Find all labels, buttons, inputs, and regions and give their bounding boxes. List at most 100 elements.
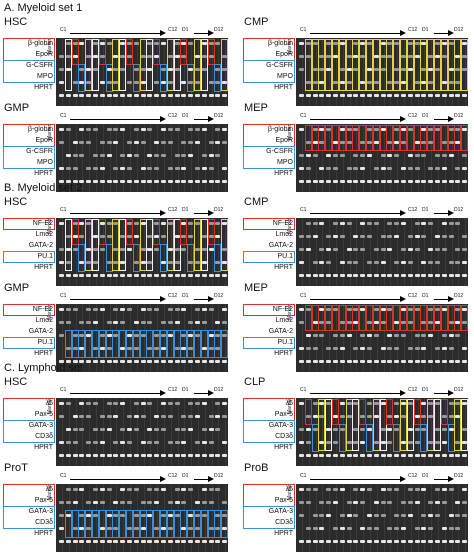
gel-band: [312, 94, 318, 97]
arrow-line: [194, 119, 212, 120]
gel-band: [195, 454, 200, 457]
gel-band: [346, 360, 352, 363]
gel-band: [72, 501, 78, 504]
gel-band: [441, 441, 447, 444]
gel-band: [99, 55, 105, 58]
gel-band: [407, 235, 413, 238]
gel-band: [86, 308, 92, 311]
gel-band: [201, 128, 207, 131]
gel-band: [448, 415, 454, 418]
gel-band: [414, 540, 420, 543]
gel-lane: [177, 38, 179, 106]
gel-band: [147, 154, 153, 157]
label-d1: D1: [422, 473, 429, 479]
gel-band: [435, 360, 440, 363]
gel-band: [93, 501, 98, 504]
band-highlight-box: [146, 510, 154, 538]
gel-lane: [68, 398, 70, 466]
gel-lane: [302, 38, 303, 106]
gel-band: [65, 154, 71, 157]
gel-lane: [444, 38, 446, 106]
gel-band: [462, 235, 468, 238]
gel-lane: [116, 398, 118, 466]
gel-band: [222, 248, 228, 251]
gel-band: [326, 308, 332, 311]
label-c12: C12: [408, 473, 418, 479]
band-highlight-box: [139, 510, 147, 538]
gene-label: HPRT: [274, 170, 293, 177]
gel-lane: [136, 218, 138, 286]
gel-band: [120, 454, 126, 457]
gel-band: [174, 261, 180, 264]
gel-lane: [390, 304, 392, 372]
gel-band: [394, 222, 400, 225]
gel-band: [394, 274, 400, 277]
gel-band: [79, 81, 85, 84]
gel-band: [79, 360, 85, 363]
gel-lane: [308, 38, 310, 106]
gel-band: [414, 415, 420, 418]
gel-band: [201, 501, 207, 504]
arrow-head-icon: [208, 116, 214, 122]
band-highlight-box: [92, 330, 99, 358]
gel-lane: [164, 304, 165, 372]
band-highlight-box: [119, 39, 127, 91]
gel-lane: [75, 124, 77, 192]
gel-band: [154, 488, 160, 491]
gel-band: [195, 274, 200, 277]
gel-band: [346, 308, 352, 311]
gel-band: [380, 261, 386, 264]
gel-band: [113, 94, 119, 97]
gel-band: [161, 415, 166, 418]
gel-band: [387, 360, 393, 363]
gel-band: [333, 441, 338, 444]
gel-band: [174, 248, 180, 251]
gel-band: [353, 454, 359, 457]
gel-band: [407, 347, 413, 350]
gel-band: [65, 488, 71, 491]
gel-band: [299, 68, 304, 71]
timeline-arrow: C1 C12 D1 D12: [300, 27, 466, 37]
band-highlight-box: [311, 424, 319, 452]
gel-panel: MEP C1 C12 D1 D12 Marker NF-E2 Lmo2 GATA-2 PU.1 HP…: [240, 282, 472, 374]
gel-band: [133, 360, 139, 363]
gel-band: [133, 540, 139, 543]
gel-band: [167, 248, 173, 251]
gel-band: [360, 428, 366, 431]
gel-band: [414, 94, 420, 97]
gel-band: [167, 501, 173, 504]
gel-lane: [62, 124, 63, 192]
label-c12: C12: [408, 27, 418, 33]
gel-band: [113, 141, 119, 144]
label-d12: D12: [214, 293, 224, 299]
gel-band: [188, 42, 194, 45]
gel-band: [86, 514, 92, 517]
gel-band: [462, 55, 468, 58]
gel-band: [305, 527, 311, 530]
gel-lane: [177, 304, 179, 372]
gel-band: [208, 540, 214, 543]
arrow-head-icon: [448, 296, 454, 302]
gel-band: [120, 128, 126, 131]
gel-band: [319, 128, 325, 131]
gel-lane: [336, 304, 337, 372]
gel-lane: [302, 218, 303, 286]
band-highlight-box: [304, 39, 312, 91]
label-c12: C12: [408, 207, 418, 213]
gel-band: [333, 454, 338, 457]
gel-band: [401, 180, 406, 183]
gel-band: [448, 321, 454, 324]
gel-band: [208, 248, 214, 251]
gel-lane: [191, 304, 193, 372]
gel-band: [421, 222, 427, 225]
gel-band: [99, 334, 105, 337]
band-highlight-box: [352, 399, 360, 451]
gel-band: [201, 540, 207, 543]
gel-band: [367, 94, 372, 97]
gel-band: [86, 501, 92, 504]
band-highlight-box: [304, 399, 312, 425]
gel-band: [147, 261, 153, 264]
gel-band: [428, 274, 434, 277]
gel-band: [401, 261, 406, 264]
arrow-line: [310, 479, 404, 480]
